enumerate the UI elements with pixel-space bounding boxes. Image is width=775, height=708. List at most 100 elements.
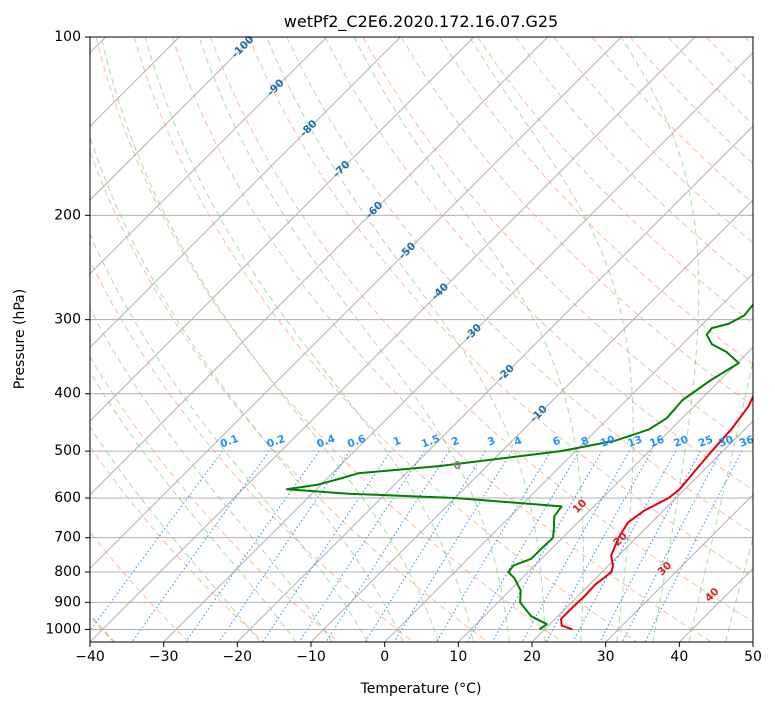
dry-adiabat: [90, 259, 414, 642]
dry-adiabat: [171, 37, 712, 642]
mixing-ratio-label: 4: [513, 435, 524, 449]
mixing-ratio-line: [218, 450, 351, 642]
isotherm: [90, 37, 696, 642]
y-tick-label: 300: [54, 312, 81, 328]
plot-frame: [89, 36, 754, 643]
x-tick-label: 30: [597, 649, 615, 665]
isotherm: [310, 199, 753, 642]
moist-adiabat: [100, 37, 439, 642]
isotherm: [90, 37, 254, 201]
dewpoint-line: [285, 303, 753, 631]
background-lines: [90, 37, 753, 642]
mixing-ratio-label: 1.5: [420, 433, 442, 451]
mixing-ratio-label: 30: [717, 434, 735, 450]
mixing-ratio-label: 1: [392, 435, 403, 449]
mixing-ratio-label: 8: [580, 435, 591, 449]
mixing-ratio-label: 0.2: [265, 433, 287, 451]
isotherm: [90, 37, 622, 570]
mixing-ratio-line: [572, 450, 677, 642]
mixing-ratio-line: [298, 450, 425, 642]
isotherm: [384, 272, 753, 642]
mixing-ratio-label: 36: [738, 434, 756, 450]
dry-adiabat: [248, 37, 753, 578]
mixing-ratio-line: [644, 450, 743, 642]
mixing-ratio-line: [599, 450, 701, 642]
isotherm: [531, 420, 753, 642]
mixing-ratio-label: 0.6: [346, 433, 368, 451]
x-tick-label: 40: [670, 649, 688, 665]
moist-adiabat: [620, 37, 700, 642]
y-tick-label: 600: [54, 490, 81, 506]
isotherm: [90, 37, 401, 349]
y-tick-label: 800: [54, 564, 81, 580]
isotherm: [90, 37, 475, 422]
dry-adiabat: [553, 37, 753, 244]
mixing-ratio-line: [491, 450, 603, 642]
y-axis: 100 200 300 400 500 600 700 800 900 1000: [45, 29, 90, 637]
mixing-ratio-label: 16: [648, 434, 666, 450]
dry-adiabat: [591, 37, 753, 204]
x-axis-label: Temperature (°C): [360, 681, 482, 697]
isotherm: [163, 51, 753, 642]
dry-adiabat: [133, 37, 638, 642]
isotherm: [236, 125, 753, 642]
mixing-ratio-line: [545, 450, 653, 642]
moist-adiabat: [144, 37, 475, 642]
x-tick-label: −40: [75, 649, 105, 665]
y-tick-label: 1000: [45, 621, 81, 637]
isotherm: [90, 37, 549, 496]
moist-adiabat: [90, 426, 261, 642]
isotherm: [90, 37, 328, 275]
chart-title: wetPf2_C2E6.2020.172.16.07.G25: [284, 12, 558, 32]
moist-adiabat: [90, 370, 297, 642]
moist-adiabat: [688, 358, 753, 642]
moist-adiabat: [90, 232, 369, 642]
mixing-ratio-label: 0.4: [315, 433, 337, 451]
y-tick-label: 900: [54, 594, 81, 610]
isotherm: [605, 493, 753, 642]
moist-adiabat: [725, 536, 753, 642]
dry-adiabat: [95, 37, 563, 642]
dry-adiabat: [400, 37, 753, 407]
profiles: [285, 303, 753, 631]
x-tick-label: 50: [744, 649, 762, 665]
y-tick-label: 100: [54, 29, 81, 45]
mixing-ratio-label: 0.1: [219, 433, 241, 451]
x-tick-label: 20: [523, 649, 541, 665]
y-tick-label: 200: [54, 207, 81, 223]
x-tick-label: −10: [296, 649, 326, 665]
x-axis: −40 −30 −20 −10 0 10 20 30 40 50: [75, 642, 762, 665]
x-tick-label: 0: [380, 649, 389, 665]
plot-area: [90, 37, 753, 642]
mixing-ratio-label: 10: [599, 434, 617, 450]
moist-adiabat: [90, 308, 333, 642]
moist-adiabat: [266, 37, 546, 642]
mixing-ratio-label: 3: [486, 435, 497, 449]
dry-adiabat: [90, 445, 264, 642]
moist-adiabat-label: 0: [454, 460, 461, 472]
mixing-ratio-label: 13: [626, 434, 644, 450]
moist-adiabat: [198, 37, 510, 642]
y-tick-label: 700: [54, 530, 81, 546]
y-axis-label: Pressure (hPa): [12, 289, 28, 389]
x-tick-label: 10: [449, 649, 467, 665]
mixing-ratio-line: [393, 450, 513, 642]
mixing-ratio-line: [185, 450, 320, 642]
mixing-ratio-line: [90, 450, 223, 632]
dry-adiabat: [438, 37, 753, 366]
mixing-ratio-label: 2: [450, 435, 461, 449]
isotherm: [457, 346, 753, 642]
dry-adiabat: [210, 37, 753, 623]
mixing-ratio-label: 6: [551, 435, 562, 449]
mixing-ratio-label: 25: [697, 434, 715, 450]
mixing-ratio-line: [621, 450, 722, 642]
mixing-ratio-label: 20: [672, 434, 690, 450]
y-tick-label: 500: [54, 443, 81, 459]
y-tick-label: 400: [54, 386, 81, 402]
dry-adiabat: [324, 37, 753, 491]
dry-adiabat: [90, 356, 339, 642]
x-tick-label: −30: [149, 649, 179, 665]
dry-adiabat: [286, 37, 753, 534]
moist-adiabat: [353, 37, 584, 642]
